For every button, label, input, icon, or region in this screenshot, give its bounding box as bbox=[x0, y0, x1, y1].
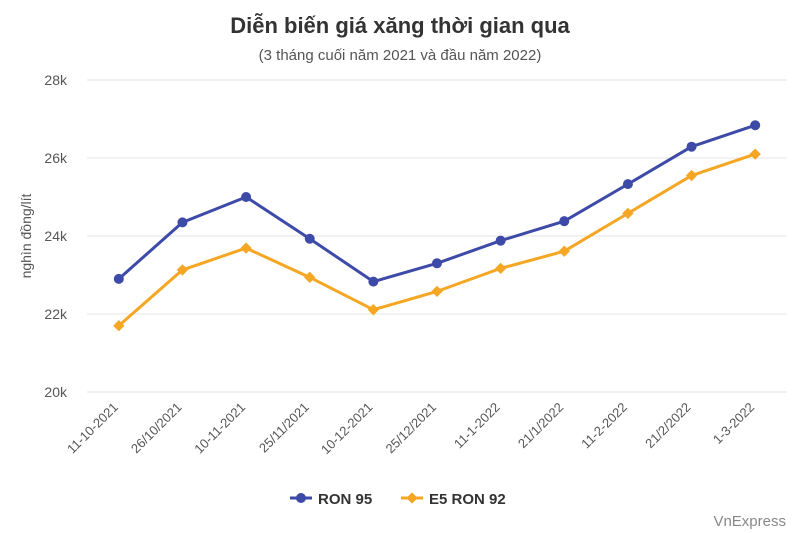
x-tick-label: 25/11/2021 bbox=[256, 400, 312, 456]
legend-item-ron95[interactable]: RON 95 bbox=[290, 491, 372, 508]
x-tick-label: 11-2-2022 bbox=[578, 400, 630, 452]
data-point[interactable] bbox=[431, 285, 443, 298]
x-tick-label: 25/12/2021 bbox=[382, 400, 439, 457]
data-point[interactable] bbox=[432, 258, 442, 269]
data-point[interactable] bbox=[559, 216, 570, 227]
x-tick-label: 11-1-2022 bbox=[451, 400, 503, 452]
data-point[interactable] bbox=[304, 271, 316, 283]
data-point[interactable] bbox=[177, 217, 188, 228]
legend-item-e5-ron92[interactable]: E5 RON 92 bbox=[401, 491, 506, 508]
legend-label-ron95: RON 95 bbox=[318, 491, 372, 508]
series-line-1 bbox=[117, 152, 756, 327]
source-credit: VnExpress bbox=[713, 513, 786, 530]
x-tick-label: 1-3-2022 bbox=[710, 400, 757, 447]
y-tick-label: 26k bbox=[44, 150, 68, 166]
data-point[interactable] bbox=[622, 179, 633, 190]
legend-marker-ron95 bbox=[296, 493, 306, 503]
series-lines bbox=[113, 120, 761, 332]
x-tick-label: 10-11-2021 bbox=[191, 400, 248, 457]
grid-lines bbox=[87, 79, 787, 393]
x-tick-label: 21/1/2022 bbox=[515, 400, 567, 452]
x-tick-label: 26/10/2021 bbox=[128, 400, 185, 457]
x-tick-label: 21/2/2022 bbox=[642, 400, 694, 452]
x-axis-ticks: 11-10-2021 26/10/2021 10-11-2021 25/11/2021… bbox=[64, 400, 757, 458]
data-point[interactable] bbox=[113, 273, 124, 284]
data-point[interactable] bbox=[686, 141, 697, 152]
legend: RON 95 E5 RON 92 bbox=[290, 491, 506, 508]
data-point[interactable] bbox=[304, 233, 315, 244]
x-tick-label: 10-12-2021 bbox=[318, 400, 376, 458]
data-point[interactable] bbox=[368, 276, 379, 287]
chart-title: Diễn biến giá xăng thời gian qua bbox=[230, 13, 570, 38]
y-tick-label: 20k bbox=[44, 384, 68, 400]
y-tick-label: 22k bbox=[44, 306, 68, 322]
y-tick-label: 24k bbox=[44, 228, 68, 244]
x-tick-label: 11-10-2021 bbox=[64, 400, 121, 457]
data-point[interactable] bbox=[240, 242, 252, 254]
chart-subtitle: (3 tháng cuối năm 2021 và đầu năm 2022) bbox=[259, 47, 542, 64]
y-axis-label: nghìn đồng/lít bbox=[18, 193, 34, 278]
legend-marker-e5-ron92 bbox=[406, 492, 418, 504]
y-axis-ticks: 20k 22k 24k 26k 28k bbox=[44, 72, 68, 400]
y-tick-label: 28k bbox=[44, 72, 68, 88]
data-point[interactable] bbox=[750, 120, 761, 131]
data-point[interactable] bbox=[494, 262, 507, 275]
legend-label-e5-ron92: E5 RON 92 bbox=[429, 491, 506, 508]
data-point[interactable] bbox=[241, 192, 252, 202]
data-point[interactable] bbox=[495, 235, 506, 246]
